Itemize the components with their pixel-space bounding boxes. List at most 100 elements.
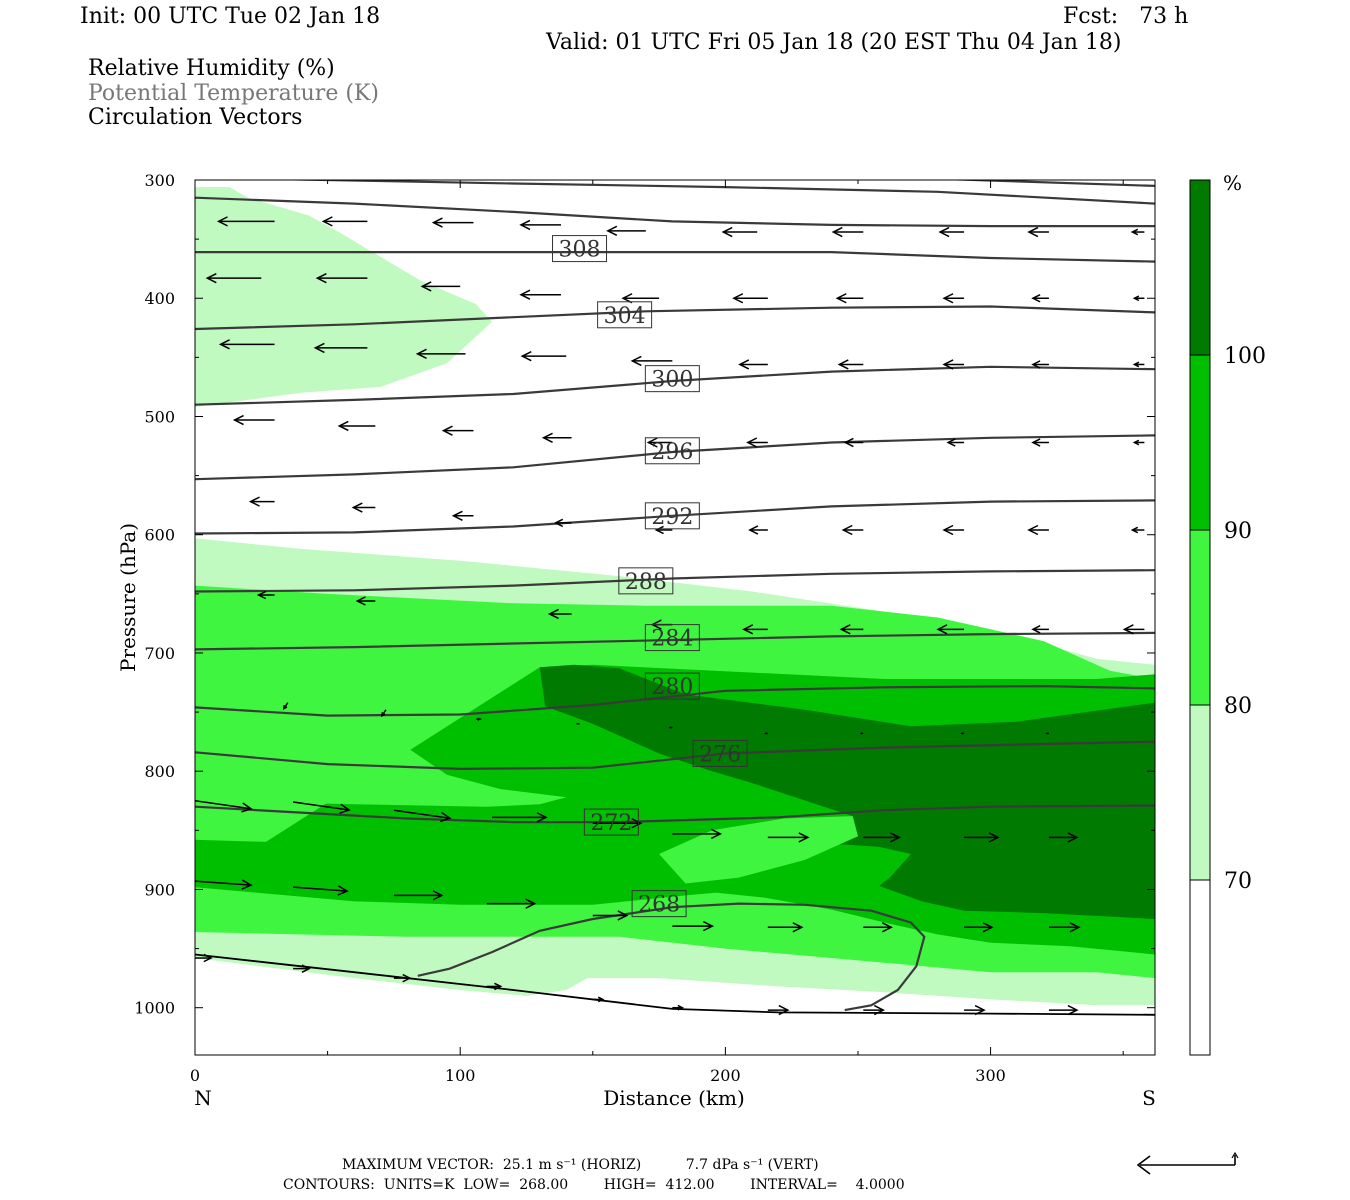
circulation-vector-46	[841, 524, 864, 536]
x-tick-label: 200	[710, 1066, 741, 1085]
circulation-vector-29	[1132, 361, 1145, 368]
y-tick-label: 300	[144, 171, 175, 190]
max-vector-text: MAXIMUM VECTOR: 25.1 m s⁻¹ (HORIZ) 7.7 d…	[342, 1157, 819, 1173]
x-tick-label: 0	[190, 1066, 200, 1085]
terrain-line	[194, 953, 1156, 1016]
circulation-vector-26	[837, 359, 864, 370]
circulation-vector-90	[393, 973, 412, 983]
circulation-vector-59	[282, 702, 289, 711]
circulation-vector-78	[194, 879, 253, 890]
south-end-label: S	[1142, 1086, 1156, 1110]
circulation-vector-34	[646, 437, 673, 448]
circulation-vector-52	[547, 608, 572, 620]
svg-text:280: 280	[651, 675, 693, 700]
svg-text:268: 268	[638, 893, 680, 918]
circulation-vector-15	[732, 293, 768, 304]
theta-label-272: 272	[583, 808, 639, 836]
colorbar-label: 80	[1224, 694, 1252, 719]
circulation-vector-13	[519, 289, 561, 300]
circulation-vector-70	[393, 809, 452, 823]
circulation-vector-1	[321, 216, 368, 227]
init-time: Init: 00 UTC Tue 02 Jan 18	[80, 4, 381, 29]
circulation-vector-84	[767, 922, 804, 933]
circulation-vector-58	[1122, 624, 1145, 635]
colorbar-label: 70	[1224, 869, 1252, 894]
circulation-vector-10	[205, 272, 262, 284]
theta-contour-280	[195, 684, 1155, 717]
circulation-vector-41	[351, 502, 376, 513]
circulation-vector-74	[767, 832, 810, 843]
circulation-vector-50	[256, 590, 275, 600]
circulation-vector-6	[831, 226, 864, 238]
circulation-vector-33	[541, 432, 572, 443]
colorbar-unit: %	[1223, 171, 1242, 195]
circulation-vector-0	[216, 216, 275, 227]
svg-text:308: 308	[559, 238, 601, 263]
circulation-vector-23	[520, 351, 567, 362]
theta-label-280: 280	[644, 672, 700, 700]
theta-label-288: 288	[618, 567, 674, 595]
circulation-vector-16	[835, 293, 864, 304]
colorbar-label: 100	[1224, 344, 1266, 369]
circulation-vector-27	[942, 359, 965, 370]
circulation-vector-95	[863, 1004, 885, 1016]
circulation-vector-57	[1031, 625, 1049, 634]
y-axis-title: Pressure (hPa)	[116, 523, 140, 672]
circulation-vector-66	[960, 732, 965, 735]
circulation-vector-28	[1031, 360, 1049, 369]
circulation-vector-81	[486, 898, 537, 909]
theta-contour-312	[195, 196, 1155, 228]
theta-contour-292	[195, 499, 1155, 535]
theta-label-276: 276	[692, 739, 748, 767]
circulation-vector-44	[654, 525, 673, 535]
circulation-vector-60	[381, 709, 387, 718]
plot-frame	[194, 179, 1156, 1056]
theta-label-284: 284	[644, 624, 700, 652]
circulation-vector-30	[232, 414, 275, 426]
circulation-vector-64	[764, 732, 768, 735]
circulation-vector-20	[218, 339, 275, 350]
colorbar-frame	[1189, 179, 1211, 1056]
rh-region-80-6	[195, 714, 567, 807]
y-tick-label: 900	[144, 880, 175, 899]
theta-contour-300	[195, 365, 1155, 406]
north-end-label: N	[194, 1086, 212, 1110]
y-tick-label: 800	[144, 762, 175, 781]
valid-time: Valid: 01 UTC Fri 05 Jan 18 (20 EST Thu …	[546, 30, 1122, 55]
circulation-vector-72	[592, 818, 643, 829]
theta-contour-288	[195, 569, 1155, 593]
circulation-vector-47	[942, 524, 965, 536]
circulation-vector-94	[767, 1004, 790, 1016]
circulation-vector-85	[863, 922, 893, 933]
circulation-vector-54	[742, 624, 768, 635]
circulation-vector-75	[863, 832, 901, 843]
field-title-theta: Potential Temperature (K)	[88, 81, 379, 106]
svg-text:292: 292	[651, 505, 693, 530]
circulation-vector-14	[621, 293, 660, 304]
svg-text:284: 284	[651, 627, 693, 652]
colorbar-swatch	[1190, 180, 1210, 355]
y-tick-label: 1000	[134, 999, 175, 1018]
circulation-vector-65	[859, 732, 864, 735]
y-tick-label: 400	[144, 289, 175, 308]
x-tick-label: 100	[445, 1066, 476, 1085]
svg-text:272: 272	[590, 811, 632, 836]
theta-contour-284	[195, 631, 1155, 651]
circulation-vector-82	[592, 910, 629, 921]
rh-region-80-7	[659, 816, 858, 884]
svg-text:300: 300	[651, 368, 693, 393]
circulation-vector-86	[964, 922, 994, 933]
y-tick-label: 500	[144, 407, 175, 426]
circulation-vector-21	[313, 342, 368, 354]
max-vector-reference	[1136, 1151, 1239, 1175]
circulation-vector-56	[936, 624, 965, 635]
svg-text:288: 288	[625, 570, 667, 595]
theta-label-268: 268	[631, 890, 687, 918]
circulation-vector-43	[553, 518, 572, 528]
circulation-vector-92	[592, 996, 605, 1003]
theta-contour-276	[195, 740, 1155, 771]
svg-text:304: 304	[604, 304, 646, 329]
circulation-vector-9	[1130, 228, 1145, 236]
circulation-vector-76	[964, 832, 1000, 843]
